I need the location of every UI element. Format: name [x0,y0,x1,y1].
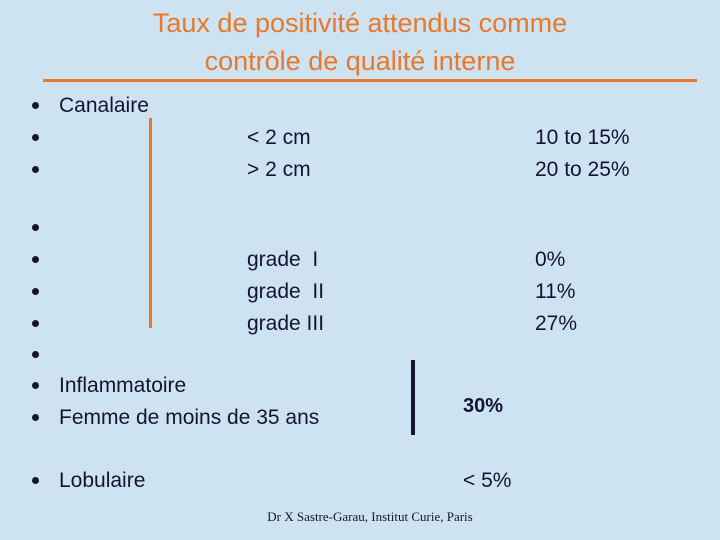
title-rule [43,79,697,82]
title-line: Taux de positivité attendus comme [152,8,568,38]
bullet [32,414,39,421]
size-label: < 2 cm [247,126,311,149]
item-label: Canalaire [59,94,149,117]
bullet [32,256,39,263]
size-rate: 20 to 25% [535,158,630,181]
bullet [32,134,39,141]
item-label: Lobulaire [59,469,146,492]
risk-rate: 30% [463,395,504,417]
grade-label: grade III [247,312,325,335]
bullet [32,288,39,295]
grade-label: grade I [247,248,319,271]
bracket-line [149,118,152,328]
grade-rate: 11% [535,280,576,303]
grade-rate: 27% [535,312,578,335]
bullet [32,382,39,389]
bullet [32,166,39,173]
size-label: > 2 cm [247,158,311,181]
bullet [32,224,39,231]
bullet [32,477,39,484]
title-line: contrôle de qualité interne [204,46,516,76]
bullet [32,320,39,327]
bullet [32,351,39,358]
size-rate: 10 to 15% [535,126,630,149]
grade-rate: 0% [535,248,566,271]
bullet [32,102,39,109]
item-label: Inflammatoire [59,374,187,397]
footer: Dr X Sastre-Garau, Institut Curie, Paris [267,509,473,524]
bracket-line [411,360,415,435]
item-label: Femme de moins de 35 ans [59,406,320,429]
item-rate: < 5% [463,469,512,492]
grade-label: grade II [247,280,325,303]
